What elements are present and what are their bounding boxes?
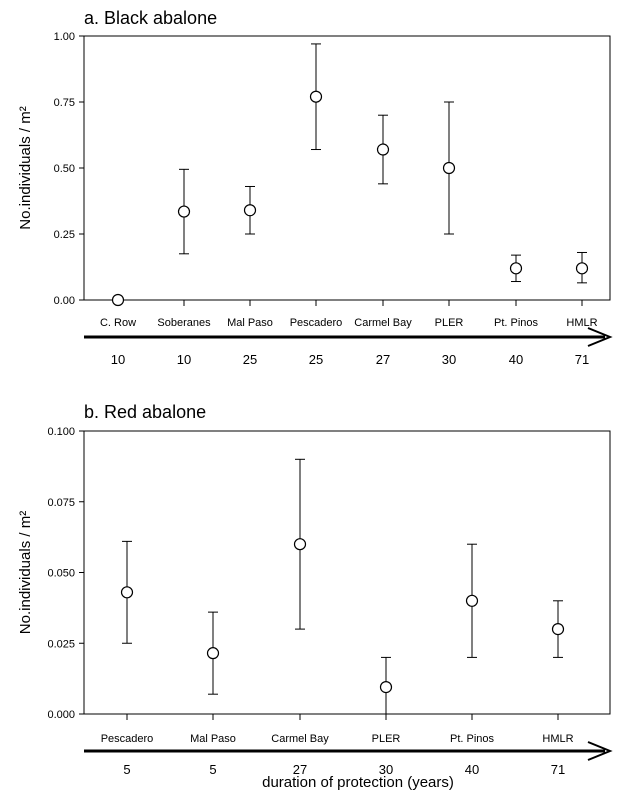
category-label: Pt. Pinos bbox=[450, 733, 495, 745]
data-point bbox=[551, 622, 565, 636]
data-point bbox=[442, 161, 456, 175]
data-point bbox=[111, 293, 125, 307]
y-axis-label: No.individuals / m² bbox=[17, 106, 34, 229]
y-tick-label: 0.00 bbox=[54, 295, 75, 307]
x-axis-label: duration of protection (years) bbox=[262, 774, 454, 791]
data-point bbox=[120, 586, 134, 599]
duration-arrow-head bbox=[587, 327, 613, 347]
category-label: HMLR bbox=[542, 733, 573, 745]
duration-label: 25 bbox=[243, 352, 257, 367]
category-label: Pescadero bbox=[101, 733, 154, 745]
panel-red-abalone: b. Red abalone 0.000 0.025 0.050 0.075 0.100 N… bbox=[17, 402, 613, 777]
y-tick-label: 0.050 bbox=[47, 568, 75, 580]
y-tick-label: 0.50 bbox=[54, 163, 75, 175]
duration-label: 25 bbox=[309, 352, 323, 367]
category-label: Carmel Bay bbox=[271, 733, 329, 745]
y-tick-label: 0.100 bbox=[47, 426, 75, 438]
plot-frame bbox=[83, 430, 611, 715]
data-point bbox=[309, 90, 323, 103]
y-tick-label: 0.75 bbox=[54, 97, 75, 109]
category-label: Carmel Bay bbox=[354, 317, 412, 329]
category-label: HMLR bbox=[566, 317, 597, 329]
panel-black-abalone: a. Black abalone 0.00 0.25 0.50 0.75 1.00 No.i… bbox=[17, 8, 613, 367]
duration-label: 10 bbox=[111, 352, 125, 367]
y-tick-label: 0.025 bbox=[47, 638, 75, 650]
y-tick-label: 1.00 bbox=[54, 31, 75, 43]
y-tick-label: 0.075 bbox=[47, 497, 75, 509]
y-tick-label: 0.25 bbox=[54, 229, 75, 241]
category-label: Soberanes bbox=[157, 317, 211, 329]
data-point bbox=[379, 681, 393, 694]
data-point bbox=[293, 538, 307, 551]
category-label: Pescadero bbox=[290, 317, 343, 329]
data-point bbox=[206, 647, 220, 660]
data-point bbox=[177, 205, 191, 218]
duration-label: 40 bbox=[509, 352, 523, 367]
data-point bbox=[575, 262, 589, 275]
plot-frame bbox=[83, 35, 611, 301]
data-point bbox=[509, 262, 523, 275]
panel-title: b. Red abalone bbox=[84, 402, 206, 422]
category-label: PLER bbox=[372, 733, 401, 745]
duration-label: 27 bbox=[293, 762, 307, 777]
duration-label: 71 bbox=[551, 762, 565, 777]
panel-title: a. Black abalone bbox=[84, 8, 217, 28]
data-point bbox=[376, 143, 390, 156]
y-axis-label: No.individuals / m² bbox=[17, 511, 34, 634]
category-label: PLER bbox=[435, 317, 464, 329]
duration-label: 40 bbox=[465, 762, 479, 777]
data-point bbox=[243, 204, 257, 217]
category-label: Pt. Pinos bbox=[494, 317, 539, 329]
duration-label: 27 bbox=[376, 352, 390, 367]
duration-label: 30 bbox=[442, 352, 456, 367]
category-label: Mal Paso bbox=[227, 317, 273, 329]
duration-label: 71 bbox=[575, 352, 589, 367]
data-point bbox=[465, 594, 479, 607]
duration-label: 5 bbox=[209, 762, 216, 777]
category-label: C. Row bbox=[100, 317, 136, 329]
duration-label: 5 bbox=[123, 762, 130, 777]
duration-label: 30 bbox=[379, 762, 393, 777]
duration-arrow-head bbox=[587, 741, 613, 761]
duration-label: 10 bbox=[177, 352, 191, 367]
y-tick-label: 0.000 bbox=[47, 709, 75, 721]
category-label: Mal Paso bbox=[190, 733, 236, 745]
